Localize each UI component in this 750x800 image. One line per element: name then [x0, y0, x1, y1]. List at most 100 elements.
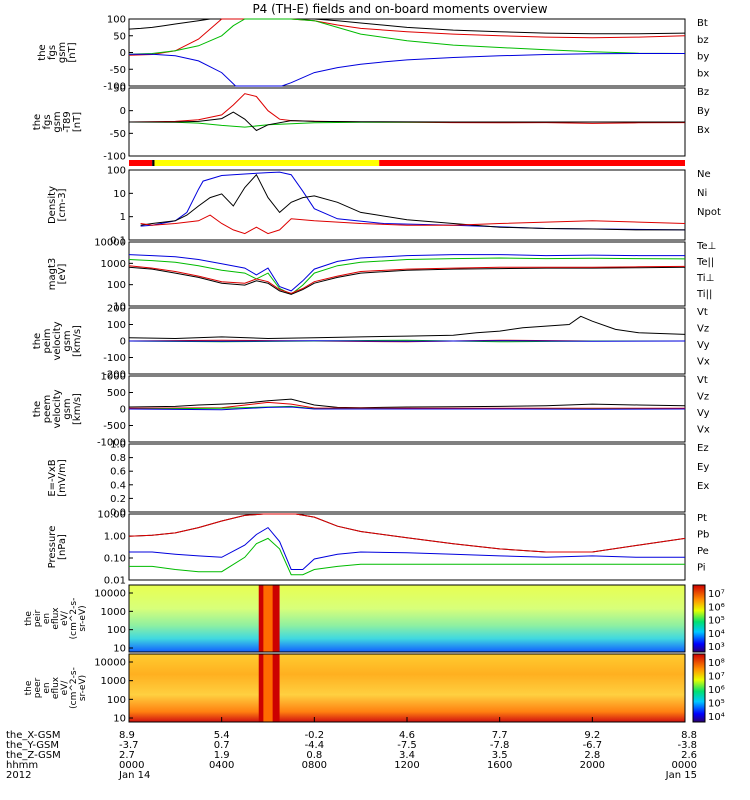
series-line-Ti⊥: [128, 254, 685, 292]
ylabel-line: E=-VxB: [47, 459, 58, 496]
ylabel-line: eflux: [51, 607, 61, 630]
ytick-label: 100: [107, 695, 126, 706]
xaxis-value: 5.4: [214, 730, 230, 741]
ytick-label: -1000: [97, 438, 126, 449]
ytick-label: 10: [113, 189, 126, 200]
series-line-Vx: [128, 340, 686, 342]
ytick-label: 0.4: [110, 480, 126, 491]
ylabel-line: sr-eV): [78, 605, 88, 631]
ytick-label: 10000: [94, 658, 126, 669]
colorbar-tick-label: 10⁷: [708, 672, 725, 683]
colorbar-tick-label: 10⁴: [708, 629, 725, 640]
xaxis-value: 4.6: [399, 730, 415, 741]
ytick-label: 50: [113, 84, 126, 95]
xaxis-value: 1200: [394, 760, 419, 771]
ytick-label: 200: [107, 304, 126, 315]
legend-entry: Vz: [697, 392, 709, 403]
ylabel-line: eV/: [60, 680, 70, 696]
xaxis-value: -7.8: [490, 740, 510, 751]
panel-frame-efield: [128, 443, 686, 513]
ylabel-line: the: [37, 44, 48, 60]
legend-entry: Pi: [697, 563, 706, 574]
spectrogram-peir_en_eflux: [129, 585, 685, 652]
ylabel-line: [km/s]: [72, 325, 83, 357]
legend-entry: Vt: [697, 307, 708, 318]
ylabel-line: Density: [47, 186, 58, 224]
panel-frame-density: [128, 169, 686, 241]
ylabel-line: gsm: [62, 398, 73, 419]
legend-entry: Ex: [697, 481, 709, 492]
legend-entry: Vt: [697, 375, 708, 386]
mode-bar-segment: [152, 160, 155, 166]
ylabel-line: peer: [33, 677, 43, 698]
ylabel-line: (cm^2-s-: [69, 598, 79, 640]
ylabel-line: the: [32, 114, 43, 130]
colorbar-peer_en_eflux: [692, 653, 706, 723]
xaxis-value: 9.2: [584, 730, 600, 741]
ylabel-line: [eV]: [57, 264, 68, 285]
ylabel-line: peir: [33, 609, 43, 627]
series-line-Vz: [128, 401, 685, 409]
xaxis-value: -0.2: [305, 730, 325, 741]
ylabel-line: peim: [42, 328, 53, 353]
ytick-label: 10: [113, 302, 126, 313]
ytick-label: -50: [110, 65, 126, 76]
ytick-label: 0: [120, 405, 126, 416]
ytick-label: 1.0: [110, 440, 126, 451]
ylabel-line: [nT]: [67, 42, 78, 62]
ytick-label: 1000: [101, 259, 126, 270]
legend-entry: Ni: [697, 188, 707, 199]
ylabel-line: en: [42, 682, 52, 693]
xaxis-value: -3.8: [677, 740, 697, 751]
ytick-label: 100: [107, 166, 126, 177]
legend-entry: Pt: [697, 513, 707, 524]
series-line-Pi: [129, 526, 685, 570]
legend-entry: Te⊥: [696, 241, 716, 252]
ylabel-line: eV/: [60, 610, 70, 626]
xaxis-value: 3.5: [492, 750, 508, 761]
ylabel-line: fgs: [47, 45, 58, 60]
series-line-Te||: [128, 266, 686, 295]
series-line-Ni: [140, 173, 685, 231]
legend-entry: Ti⊥: [696, 273, 714, 284]
ytick-label: 1000: [101, 372, 126, 383]
series-line-bz: [128, 18, 686, 56]
ytick-label: 500: [107, 388, 126, 399]
ylabel-line: [mV/m]: [57, 459, 68, 497]
xaxis-value: -6.7: [583, 740, 603, 751]
colorbar-tick-label: 10³: [708, 642, 725, 653]
ylabel-line: velocity: [52, 389, 63, 428]
spectrogram-frame: [128, 584, 686, 653]
colorbar-peir_en_eflux: [692, 584, 706, 653]
series-line-Vt: [128, 315, 686, 340]
ytick-label: -100: [103, 82, 126, 93]
ylabel-line: [nT]: [72, 112, 83, 132]
series-line-bx: [129, 53, 685, 87]
legend-entry: Bx: [697, 125, 710, 136]
xaxis-value: 0400: [209, 760, 234, 771]
ytick-label: 0.1: [110, 236, 126, 247]
ytick-label: 10: [113, 714, 126, 725]
legend-entry: by: [697, 52, 709, 63]
panel-frame-pressure: [128, 513, 686, 581]
legend-entry: Te||: [696, 257, 714, 268]
ylabel-line: (cm^2-s-: [69, 667, 79, 709]
ytick-label: 1000: [101, 607, 126, 618]
xaxis-value: 8.9: [119, 730, 135, 741]
colorbar-tick-label: 10⁵: [708, 699, 725, 710]
ylabel-line: -T89: [62, 111, 73, 133]
mode-bar-segment: [154, 160, 380, 166]
ytick-label: 1000: [101, 676, 126, 687]
series-line-Vx: [128, 406, 686, 411]
series-line-Ti||: [128, 257, 686, 295]
ytick-label: 0.01: [104, 576, 126, 587]
series-line-Pe: [129, 537, 685, 576]
ytick-label: 0: [120, 48, 126, 59]
mode-bar-segment: [129, 160, 153, 166]
spectrogram-band-core: [263, 654, 273, 722]
ylabel-line: [nPa]: [57, 534, 68, 560]
ylabel-line: gsm: [62, 330, 73, 351]
ylabel-line: velocity: [52, 321, 63, 360]
ytick-label: 0.8: [110, 453, 126, 464]
